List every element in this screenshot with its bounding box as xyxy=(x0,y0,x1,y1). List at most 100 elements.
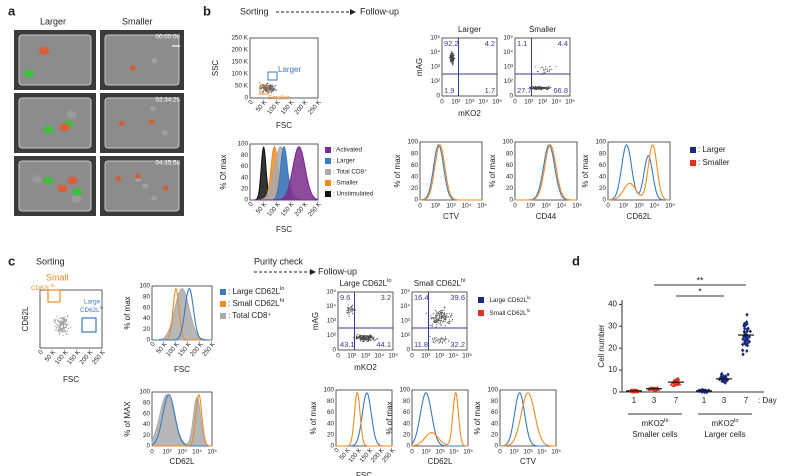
event-dot xyxy=(53,319,55,321)
event-dot xyxy=(535,66,537,68)
event-dot xyxy=(432,341,434,343)
significance-mark: ** xyxy=(696,275,704,285)
y-tick-label: 10² xyxy=(504,78,513,85)
event-dot xyxy=(54,325,56,327)
x-axis-label: CD62L xyxy=(428,457,453,466)
histogram-curve xyxy=(419,144,482,201)
legend-swatch xyxy=(325,147,331,153)
y-tick-label: 0 xyxy=(406,347,410,354)
event-dot xyxy=(58,326,60,328)
y-tick-label: 40 xyxy=(143,421,151,428)
y-tick-label: 0 xyxy=(509,93,513,100)
event-dot xyxy=(261,91,263,93)
y-tick-label: 100 xyxy=(407,139,418,146)
event-dot xyxy=(360,340,362,342)
event-dot xyxy=(444,319,446,321)
event-dot xyxy=(67,315,69,317)
event-dot xyxy=(67,327,70,330)
x-tick-label: 0 xyxy=(513,203,517,210)
y-tick-label: 40 xyxy=(241,174,249,181)
event-dot xyxy=(444,336,447,338)
event-dot xyxy=(270,92,273,94)
event-dot xyxy=(64,330,67,332)
data-point xyxy=(672,383,676,387)
data-point xyxy=(726,372,730,377)
event-dot xyxy=(443,316,445,318)
y-tick-label: 10 xyxy=(608,365,617,374)
event-dot xyxy=(364,335,366,337)
y-tick-label: 60 xyxy=(327,409,335,416)
event-dot xyxy=(440,312,442,315)
event-dot xyxy=(355,335,358,337)
event-dot xyxy=(546,87,549,90)
cell xyxy=(72,188,83,197)
event-dot xyxy=(446,338,448,340)
event-dot xyxy=(434,317,436,319)
event-dot xyxy=(451,54,453,56)
event-dot xyxy=(432,313,434,315)
x-tick-label: 0 xyxy=(410,353,414,360)
plot-title-main: Small CD62L xyxy=(414,279,462,288)
event-dot xyxy=(543,88,545,90)
event-dot xyxy=(442,315,444,317)
plot-title: Small CD62Lhi xyxy=(414,278,466,288)
legend-label: : Large CD62Llo xyxy=(228,286,284,296)
legend-swatch xyxy=(690,160,696,166)
event-dot xyxy=(450,54,452,57)
event-dot xyxy=(262,84,265,86)
event-dot xyxy=(360,335,363,337)
event-dot xyxy=(434,337,436,340)
event-dot xyxy=(438,341,441,344)
event-dot xyxy=(61,329,63,331)
event-dot xyxy=(548,86,551,88)
event-dot xyxy=(271,89,273,91)
y-tick-label: 40 xyxy=(608,299,617,308)
x-axis-label: CTV xyxy=(520,457,537,466)
panel-label: c xyxy=(8,253,15,268)
y-axis-label: SSC xyxy=(211,60,220,77)
legend-label: : Activated xyxy=(333,147,363,154)
x-tick-label: 10³ xyxy=(523,449,532,456)
data-point xyxy=(747,334,752,339)
x-tick-label: 0 xyxy=(410,449,414,456)
x-tick-label: 250 K xyxy=(307,200,323,218)
legend-label: : Total CD8⁺ xyxy=(333,169,367,176)
legend-label: : Small CD62Lhi xyxy=(486,308,530,317)
quadrant-value: 16.4 xyxy=(414,293,429,302)
event-dot xyxy=(453,57,455,59)
data-point xyxy=(669,382,674,386)
event-dot xyxy=(451,314,453,316)
x-axis-label: : Day xyxy=(758,396,777,405)
event-dot xyxy=(56,326,58,328)
y-tick-label: 20 xyxy=(599,185,607,192)
event-dot xyxy=(437,340,440,342)
event-dot xyxy=(430,318,432,320)
event-dot xyxy=(360,338,362,340)
y-axis-label: % of max xyxy=(488,154,497,187)
event-dot xyxy=(262,92,264,94)
y-tick-label: 10⁴ xyxy=(326,303,336,310)
step-title: Purity check xyxy=(254,256,304,266)
legend-label-main: : Small CD62L xyxy=(228,299,280,308)
event-dot xyxy=(261,86,263,89)
y-axis-label: % of max xyxy=(393,154,402,187)
data-point xyxy=(745,343,750,348)
event-dot xyxy=(546,68,549,70)
event-dot xyxy=(266,83,268,85)
x-tick-label: 0 xyxy=(336,353,340,360)
x-tick-label: 1 xyxy=(632,396,637,405)
event-dot xyxy=(269,85,271,88)
event-dot xyxy=(439,313,441,315)
event-dot xyxy=(441,338,444,340)
y-tick-label: 10³ xyxy=(401,318,410,325)
plot-frame xyxy=(335,389,393,447)
y-axis-label: % of max xyxy=(473,401,482,434)
event-dot xyxy=(357,333,359,336)
event-dot xyxy=(58,328,60,330)
x-tick-label: 0 xyxy=(149,340,157,348)
event-dot xyxy=(442,341,444,343)
event-dot xyxy=(450,315,452,317)
event-dot xyxy=(443,317,445,319)
event-dot xyxy=(265,84,267,86)
event-dot xyxy=(61,321,64,323)
